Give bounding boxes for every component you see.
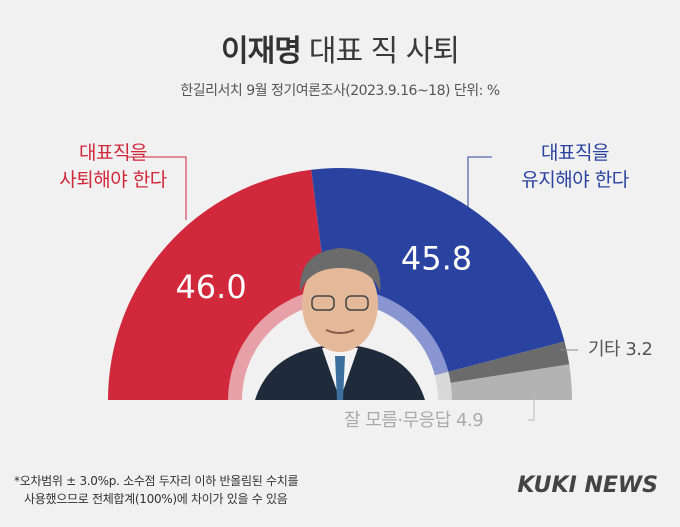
portrait-face [302, 256, 378, 352]
title-bold: 이재명 [221, 34, 302, 69]
label-keep: 대표직을 유지해야 한다 [500, 140, 650, 194]
portrait-glasses-left [311, 295, 335, 311]
slice-keep [311, 168, 565, 376]
portrait-illustration [255, 248, 425, 400]
footnote-line2: 사용했으므로 전체합계(100%)에 차이가 있을 수 있음 [24, 492, 288, 506]
label-keep-line1: 대표직을 [541, 142, 609, 164]
leader-resign [128, 156, 187, 220]
chart-slices [108, 168, 572, 400]
title-rest: 대표 직 사퇴 [308, 34, 460, 69]
slice-resign [108, 169, 328, 400]
label-resign: 대표직을 사퇴해야 한다 [38, 140, 188, 194]
inner-ring-dont-know [436, 382, 452, 400]
portrait-mouth [325, 329, 355, 334]
leader-keep [467, 156, 492, 212]
portrait-tie [335, 356, 345, 400]
slice-other [434, 341, 570, 385]
brand-logo: KUKI NEWS [517, 473, 658, 498]
footnote-line1: *오차범위 ± 3.0%p. 소수점 두자리 이하 반올림된 수치를 [14, 474, 299, 488]
data-label-keep: 45.8 [401, 240, 472, 278]
page-subtitle: 한길리서치 9월 정기여론조사(2023.9.16~18) 단위: % [180, 83, 500, 99]
slice-dont-know [436, 364, 572, 400]
data-label-resign: 46.0 [175, 268, 246, 306]
portrait-hair [299, 248, 381, 292]
footnote: *오차범위 ± 3.0%p. 소수점 두자리 이하 반올림된 수치를 사용했으므… [14, 472, 299, 508]
label-other: 기타 3.2 [588, 339, 653, 360]
inner-ring-other [434, 371, 451, 385]
portrait-glasses-right [345, 295, 369, 311]
label-resign-line1: 대표직을 [79, 142, 147, 164]
page-title: 이재명 대표 직 사퇴 [0, 26, 680, 70]
label-resign-line2: 사퇴해야 한다 [59, 169, 167, 191]
leader-dont-know [528, 390, 535, 421]
label-keep-line2: 유지해야 한다 [521, 169, 629, 191]
leader-lines [128, 156, 578, 421]
label-dont-know: 잘 모름·무응답 4.9 [344, 410, 484, 431]
data-labels: 46.0 45.8 [175, 240, 472, 307]
